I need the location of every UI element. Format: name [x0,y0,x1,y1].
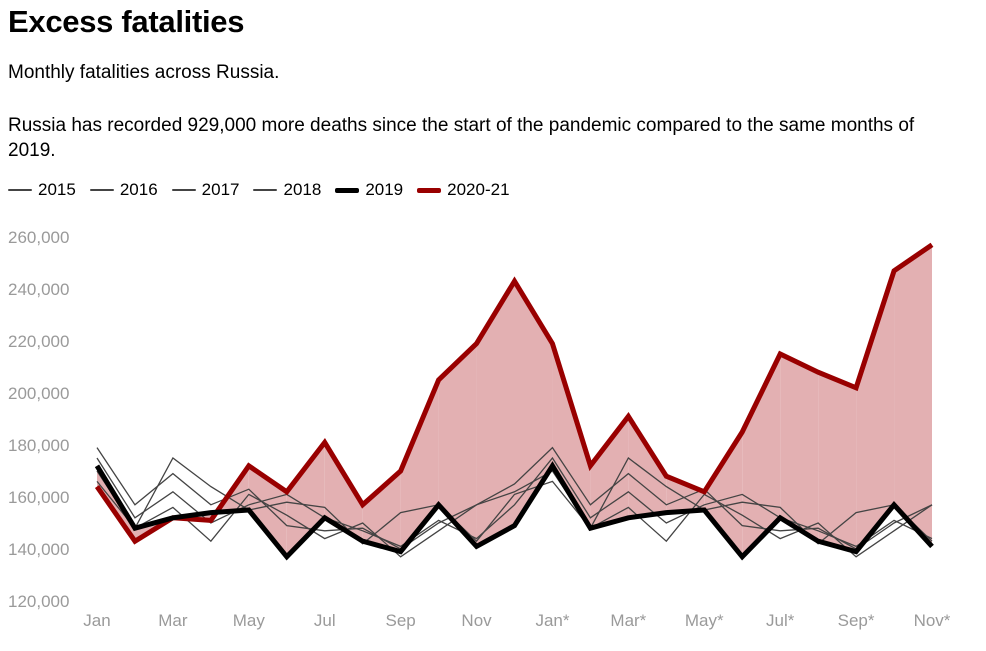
excess-area-segment [590,416,629,529]
x-tick-label: May [233,611,266,630]
series-line-2020-21 [94,242,934,545]
legend-label-2020-21: 2020-21 [447,180,510,199]
y-tick-label: 260,000 [8,228,69,247]
series-line-2019 [94,461,934,561]
y-tick-label: 200,000 [8,384,69,403]
x-tick-label: Jul* [766,611,795,630]
excess-area-segment [438,343,477,547]
x-tick-label: Sep* [838,611,875,630]
x-tick-label: Mar [158,611,188,630]
y-axis: 120,000 140,000 160,000 180,000 200,000 220,0… [8,228,69,611]
excess-area-segment [400,380,439,552]
x-axis: Jan Mar May Jul Sep Nov Jan* Mar* May* Jul* Sep* No… [83,611,951,630]
chart-title: Excess fatalities [8,4,245,39]
excess-area-segment [628,416,667,518]
y-tick-label: 240,000 [8,280,69,299]
excess-area-segment [514,281,553,526]
legend-swatch-2015 [8,189,32,191]
excess-area-segment [552,343,591,529]
legend-label-2017: 2017 [201,180,240,199]
legend-label-2018: 2018 [283,180,322,199]
excess-area-segment [894,244,932,547]
excess-area-segment [856,270,895,552]
x-tick-label: Jan* [535,611,569,630]
chart-note: Russia has recorded 929,000 more deaths … [8,115,915,161]
legend-item-2018: 2018 [253,180,321,200]
legend-item-2017: 2017 [171,180,240,200]
x-tick-label: Jul [314,611,336,630]
legend-swatch-2018 [253,189,278,191]
x-tick-label: Jan [83,611,110,630]
legend-label-2015: 2015 [38,180,76,199]
excess-area-segment [780,354,819,542]
chart-subtitle: Monthly fatalities across Russia. [8,62,280,83]
series-lines-layer [94,242,934,561]
y-tick-label: 220,000 [8,332,69,351]
legend-swatch-2019 [335,187,360,193]
excess-area-segment [286,442,325,557]
legend-item-2015: 2015 [8,180,76,200]
x-tick-label: May* [685,611,724,630]
excess-area-segment [704,432,743,557]
excess-area-segment [476,281,515,547]
x-tick-label: Sep [386,611,416,630]
legend-item-2019: 2019 [335,180,403,200]
x-tick-label: Nov [461,611,492,630]
series-line-2015 [96,446,933,550]
legend-swatch-2017 [171,189,196,191]
legend-swatch-2020-21 [417,187,442,193]
excess-area-segment [818,372,857,552]
y-tick-label: 160,000 [8,488,69,507]
y-tick-label: 120,000 [8,592,69,611]
y-tick-label: 180,000 [8,436,69,455]
legend-swatch-2016 [89,189,114,191]
excess-area-segment [248,465,287,557]
legend-item-2020-21: 2020-21 [417,180,510,200]
y-tick-label: 140,000 [8,540,69,559]
series-line-2017 [96,457,933,545]
legend-item-2016: 2016 [89,180,158,200]
legend: 2015 2016 2017 2018 2019 2020-21 [8,180,524,200]
legend-label-2019: 2019 [365,180,404,199]
x-tick-label: Mar* [610,611,646,630]
x-tick-label: Nov* [914,611,951,630]
legend-label-2016: 2016 [119,180,158,199]
